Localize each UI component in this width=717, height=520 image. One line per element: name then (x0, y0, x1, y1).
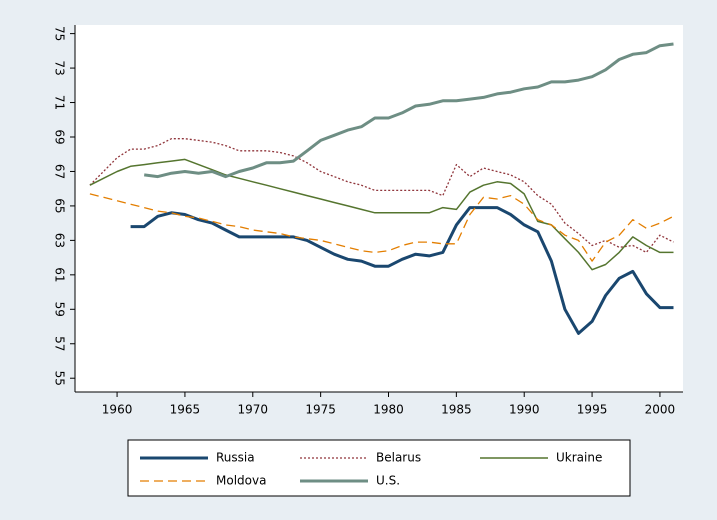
x-tick-label: 1975 (305, 403, 336, 417)
plot-area (75, 25, 683, 392)
series-line (89, 138, 674, 254)
x-tick-label: 1970 (238, 403, 269, 417)
y-tick-label: 73 (53, 60, 67, 75)
x-tick-label: 2000 (645, 403, 676, 417)
x-tick-label: 1980 (373, 403, 404, 417)
legend-label: Russia (216, 451, 255, 465)
legend-label: Belarus (376, 451, 421, 465)
legend-label: Moldova (216, 474, 266, 488)
y-tick-label: 59 (53, 302, 67, 317)
x-tick-label: 1965 (170, 403, 201, 417)
x-tick-label: 1985 (441, 403, 472, 417)
y-tick-label: 55 (53, 371, 67, 386)
y-tick-label: 57 (53, 336, 67, 351)
y-tick-label: 75 (53, 26, 67, 41)
x-tick-label: 1995 (577, 403, 608, 417)
series-line (89, 193, 674, 262)
y-tick-label: 61 (53, 267, 67, 282)
series-line (89, 158, 674, 271)
series-line (144, 42, 674, 179)
x-tick-label: 1990 (509, 403, 540, 417)
y-tick-label: 65 (53, 198, 67, 213)
legend (127, 439, 631, 497)
y-tick-label: 63 (53, 233, 67, 248)
x-tick-label: 1960 (102, 403, 133, 417)
series-line (130, 206, 674, 335)
y-tick-label: 67 (53, 164, 67, 179)
y-tick-label: 69 (53, 129, 67, 144)
y-tick-label: 71 (53, 95, 67, 110)
legend-label: U.S. (376, 474, 400, 488)
legend-label: Ukraine (556, 451, 602, 465)
